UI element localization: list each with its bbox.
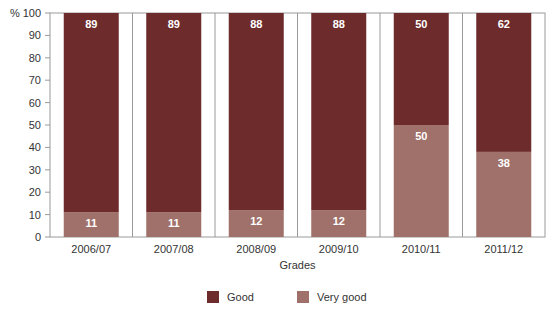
y-tick	[45, 35, 50, 36]
y-tick	[45, 237, 50, 238]
y-tick-label: 10	[29, 209, 41, 221]
y-tick	[45, 13, 50, 14]
bar-segment	[394, 13, 449, 125]
bar-segment	[476, 13, 531, 152]
y-tick	[45, 169, 50, 170]
bar-segment	[476, 152, 531, 237]
data-label: 12	[333, 215, 345, 227]
category-divider	[462, 13, 463, 237]
bar-segment	[311, 13, 366, 210]
x-tick-label: 2010/11	[402, 243, 441, 255]
data-label: 50	[415, 130, 427, 142]
y-tick	[45, 192, 50, 193]
data-label: 50	[415, 18, 427, 30]
data-label: 62	[498, 18, 510, 30]
data-label: 38	[498, 157, 510, 169]
bar-segment	[394, 125, 449, 237]
y-tick-label: 60	[29, 97, 41, 109]
data-label: 11	[85, 217, 97, 229]
category-divider	[215, 13, 216, 237]
y-tick	[45, 102, 50, 103]
y-tick	[45, 147, 50, 148]
y-tick-label: 20	[29, 186, 41, 198]
bar-segment	[146, 13, 201, 212]
y-tick	[45, 214, 50, 215]
x-tick-label: 2006/07	[71, 243, 111, 255]
y-tick-label: 50	[29, 119, 41, 131]
x-axis-label: Grades	[279, 259, 316, 271]
category-divider	[380, 13, 381, 237]
y-tick	[45, 57, 50, 58]
plot-frame	[50, 13, 545, 237]
legend-label: Good	[227, 291, 254, 303]
category-divider	[132, 13, 133, 237]
y-tick-label: 100	[23, 7, 41, 19]
x-tick-label: 2007/08	[154, 243, 194, 255]
legend-label: Very good	[317, 291, 367, 303]
data-label: 88	[250, 18, 262, 30]
y-tick-label: 70	[29, 74, 41, 86]
chart-container: 0 10 20 30 40 50 60 70 80 90 100% 2006/07 2007/08 200…	[0, 0, 548, 318]
y-tick	[45, 80, 50, 81]
bar-segment	[229, 13, 284, 210]
y-axis-label: %	[10, 7, 20, 19]
y-tick-label: 40	[29, 141, 41, 153]
y-tick-label: 90	[29, 29, 41, 41]
legend-swatch	[297, 291, 309, 303]
data-label: 89	[168, 18, 180, 30]
y-tick	[45, 125, 50, 126]
bar-segment	[64, 212, 119, 237]
data-label: 89	[85, 18, 97, 30]
bar-segment	[311, 210, 366, 237]
bar-segment	[64, 13, 119, 212]
category-divider	[297, 13, 298, 237]
y-tick-label: 30	[29, 164, 41, 176]
y-tick-label: 80	[29, 52, 41, 64]
x-tick-label: 2008/09	[236, 243, 276, 255]
x-tick-label: 2011/12	[484, 243, 523, 255]
bars	[64, 13, 532, 237]
data-label: 88	[333, 18, 345, 30]
data-label: 11	[168, 217, 180, 229]
legend-swatch	[207, 291, 219, 303]
x-tick-label: 2009/10	[319, 243, 359, 255]
bar-segment	[229, 210, 284, 237]
y-tick-label: 0	[35, 231, 41, 243]
chart-svg: 0 10 20 30 40 50 60 70 80 90 100% 2006/07 2007/08 200…	[0, 0, 548, 318]
data-label: 12	[250, 215, 262, 227]
bar-segment	[146, 212, 201, 237]
